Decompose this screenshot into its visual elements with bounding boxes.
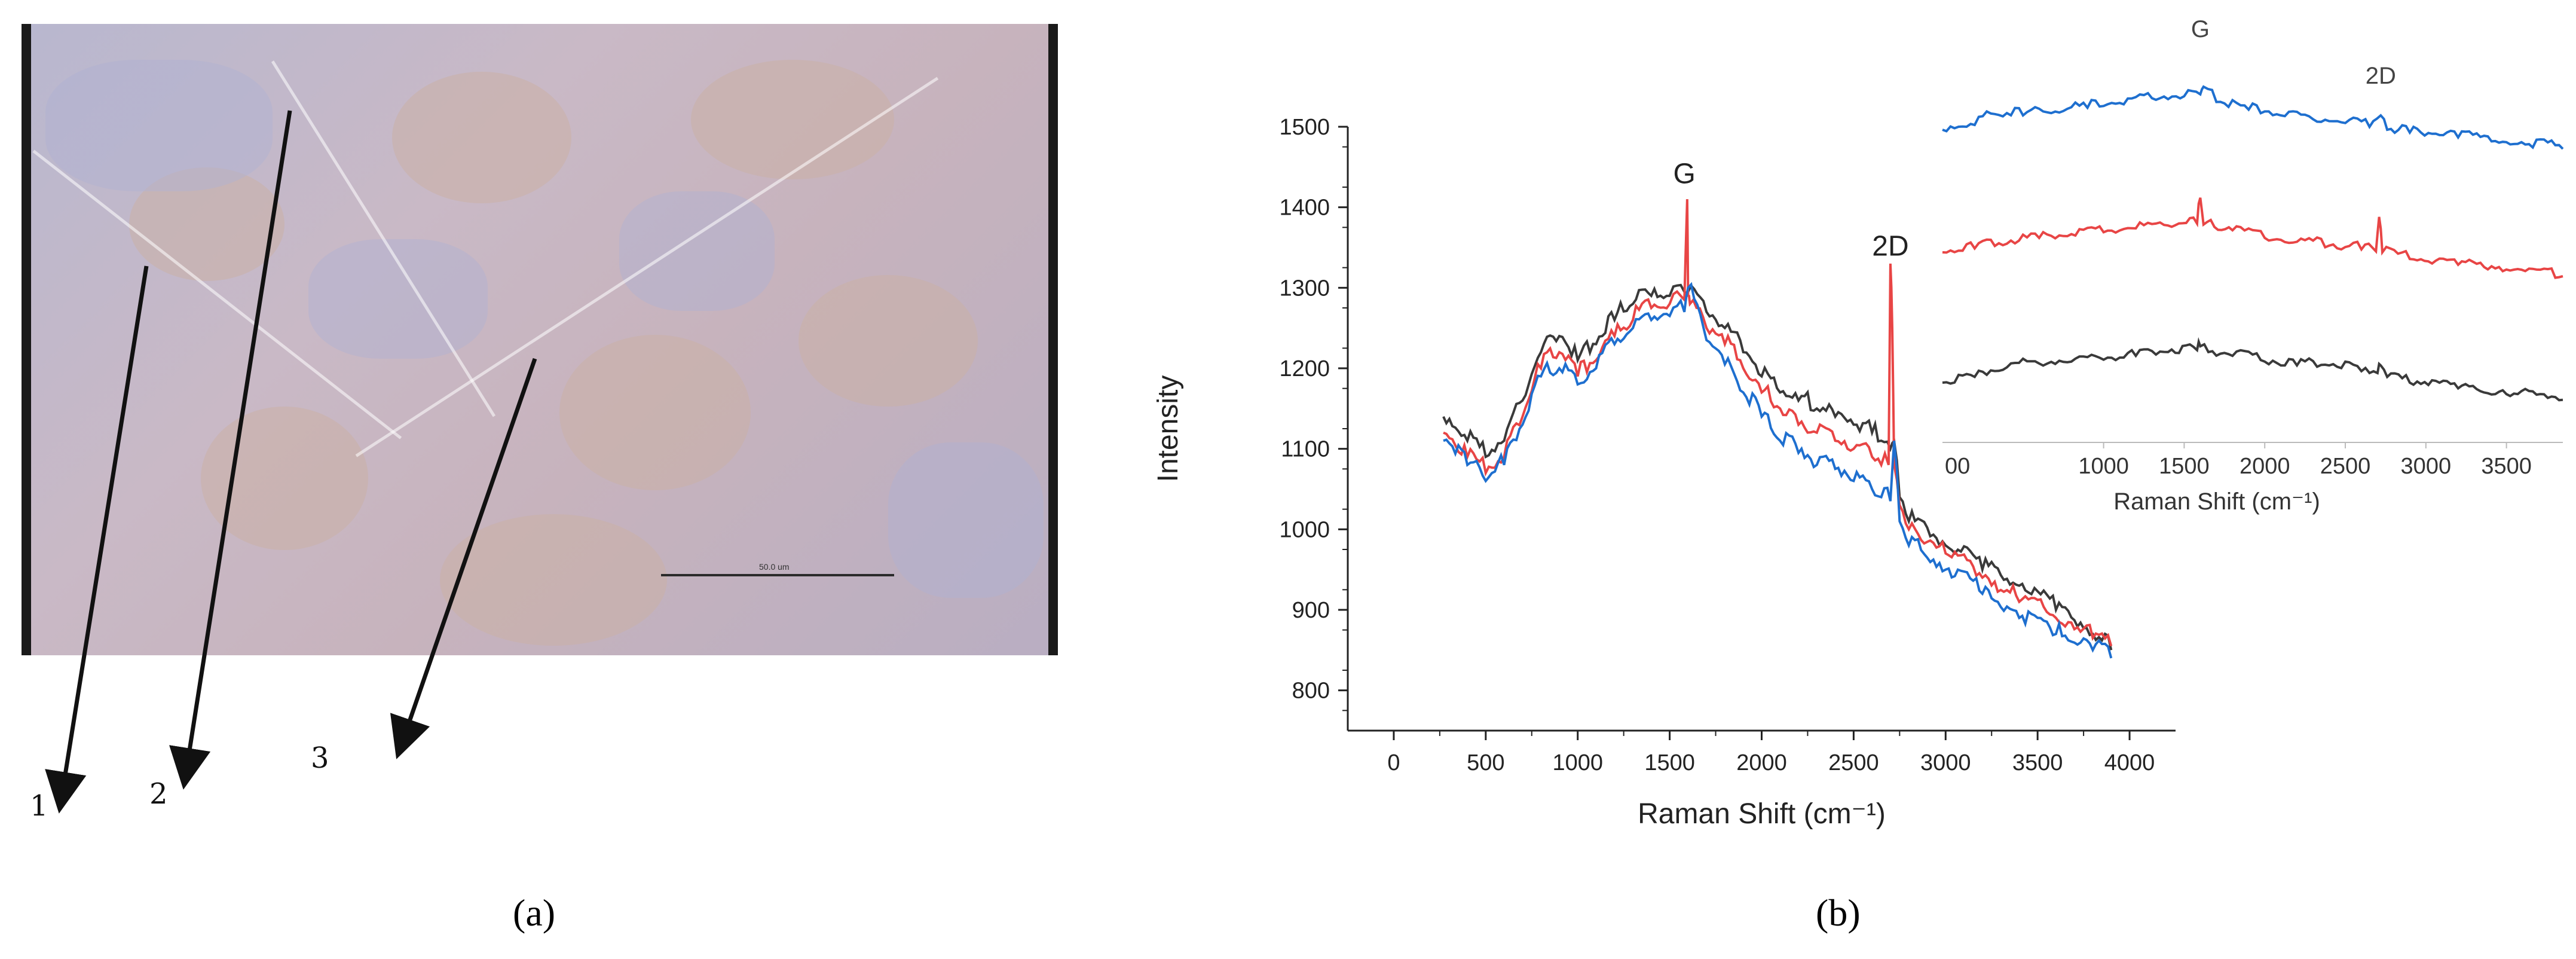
y-tick-label: 1000 — [1279, 517, 1330, 542]
point-label-3: 3 — [311, 741, 329, 775]
x-tick-label: 4000 — [2104, 750, 2155, 775]
raman-main-chart: 0 500 1000 1500 2000 2500 3000 3500 4000 800 900 10… — [1152, 16, 2564, 830]
inset-x-tick-label: 3000 — [2401, 454, 2452, 479]
scale-bar — [661, 574, 894, 576]
arrow-2 — [169, 110, 292, 790]
inset-x-tick-label: 00 — [1945, 454, 1970, 479]
inset-x-tick-label: 2000 — [2240, 454, 2290, 479]
series-line-2 — [1443, 282, 2113, 659]
arrow-1 — [45, 265, 149, 814]
caption-a: (a) — [513, 891, 556, 934]
x-tick-label: 2000 — [1736, 750, 1787, 775]
series-line-1 — [1443, 199, 2113, 647]
micrograph-right-border — [1048, 24, 1058, 655]
x-tick-label: 1500 — [1644, 750, 1695, 775]
inset-x-tick-label: 3500 — [2481, 454, 2532, 479]
y-tick-label: 800 — [1292, 679, 1330, 704]
inset-x-axis-label: Raman Shift (cm⁻¹) — [2113, 488, 2320, 515]
micrograph-left-border — [22, 24, 31, 655]
y-tick-label: 900 — [1292, 598, 1330, 623]
optical-micrograph — [22, 24, 1058, 655]
panel-b: 0 500 1000 1500 2000 2500 3000 3500 4000 800 900 10… — [1136, 0, 2576, 959]
y-tick-label: 1200 — [1279, 356, 1330, 381]
x-tick-label: 2500 — [1828, 750, 1879, 775]
inset-peak-label-0: G — [2191, 16, 2210, 42]
peak-label-1: 2D — [1872, 230, 1908, 262]
point-label-1: 1 — [30, 789, 48, 823]
x-tick-label: 500 — [1467, 750, 1504, 775]
inset-peak-label-1: 2D — [2366, 63, 2396, 89]
y-tick-label: 1100 — [1281, 437, 1330, 462]
panel-a: 50.0 um 1 2 3 (a) — [0, 0, 1136, 959]
inset-x-tick-label: 2500 — [2320, 454, 2371, 479]
x-tick-label: 1000 — [1552, 750, 1603, 775]
inset-series-line-1 — [1942, 197, 2563, 279]
y-tick-label: 1400 — [1279, 196, 1330, 221]
inset-x-tick-label: 1000 — [2078, 454, 2129, 479]
arrow-3 — [390, 358, 537, 759]
inset-x-tick-label: 1500 — [2159, 454, 2210, 479]
y-tick-label: 1500 — [1279, 115, 1330, 140]
caption-b: (b) — [1816, 891, 1861, 934]
point-label-2: 2 — [149, 777, 168, 811]
y-axis-label: Intensity — [1152, 375, 1184, 482]
point-arrows — [45, 110, 537, 814]
x-axis-label: Raman Shift (cm⁻¹) — [1638, 798, 1886, 830]
inset-series-line-0 — [1942, 85, 2564, 150]
y-tick-label: 1300 — [1279, 276, 1330, 301]
x-tick-label: 3500 — [2012, 750, 2063, 775]
scale-bar-label: 50.0 um — [759, 562, 790, 572]
inset-series-line-2 — [1942, 337, 2563, 402]
peak-label-0: G — [1674, 158, 1696, 190]
x-tick-label: 0 — [1387, 750, 1400, 775]
x-tick-label: 3000 — [1920, 750, 1971, 775]
series-line-0 — [1442, 283, 2113, 650]
